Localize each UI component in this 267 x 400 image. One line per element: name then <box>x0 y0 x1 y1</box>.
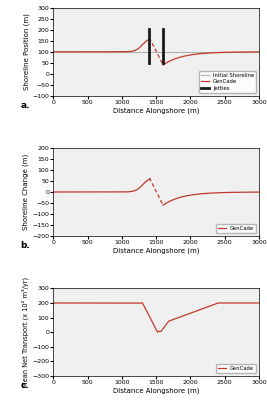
Text: a.: a. <box>21 101 30 110</box>
X-axis label: Distance Alongshore (m): Distance Alongshore (m) <box>113 248 199 254</box>
Text: c.: c. <box>21 381 29 390</box>
Y-axis label: Mean Net Transport (x 10² m³/yr): Mean Net Transport (x 10² m³/yr) <box>22 277 29 387</box>
Text: b.: b. <box>21 241 30 250</box>
Y-axis label: Shoreline Position (m): Shoreline Position (m) <box>23 13 30 90</box>
Legend: Initial Shoreline, GenCade, Jetties: Initial Shoreline, GenCade, Jetties <box>199 70 256 93</box>
Legend: GenCade: GenCade <box>216 224 256 233</box>
X-axis label: Distance Alongshore (m): Distance Alongshore (m) <box>113 388 199 394</box>
Y-axis label: Shoreline Change (m): Shoreline Change (m) <box>23 154 29 230</box>
Legend: GenCade: GenCade <box>216 364 256 373</box>
X-axis label: Distance Alongshore (m): Distance Alongshore (m) <box>113 108 199 114</box>
